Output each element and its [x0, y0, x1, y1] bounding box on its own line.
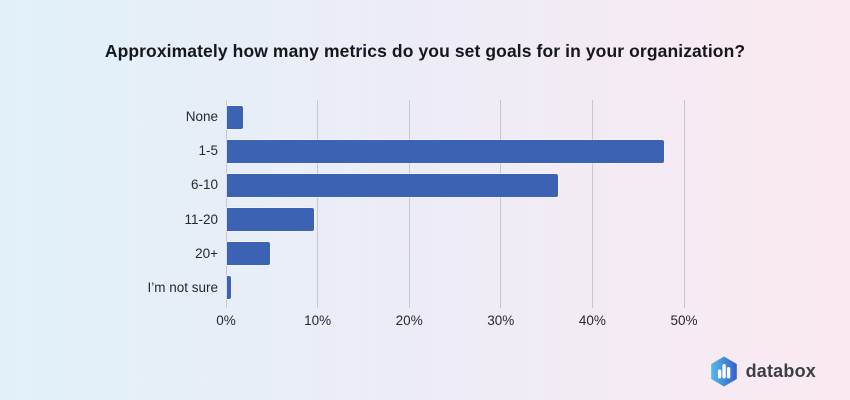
category-label-i-m-not-sure: I’m not sure	[147, 279, 218, 295]
x-tick-label: 30%	[487, 313, 515, 328]
bar-i-m-not-sure	[226, 276, 232, 300]
category-label-6-10: 6-10	[190, 177, 218, 193]
gridline-0	[225, 100, 227, 308]
databox-logo-text: databox	[745, 361, 816, 381]
logo-bar-short	[717, 369, 721, 379]
bar-20	[226, 242, 270, 266]
category-label-11-20: 11-20	[184, 211, 218, 227]
bar-11-20	[226, 208, 314, 232]
bar-none	[226, 105, 243, 129]
x-tick-label: 20%	[395, 313, 423, 328]
bar-1-5	[226, 139, 665, 163]
bar-6-10	[226, 173, 559, 197]
category-label-1-5: 1-5	[198, 143, 218, 159]
gridline-40	[591, 100, 593, 308]
category-label-none: None	[185, 109, 218, 124]
x-tick-label: 40%	[578, 313, 606, 328]
chart-title: Approximately how many metrics do you se…	[104, 41, 746, 61]
x-tick-label: 10%	[304, 313, 332, 328]
x-tick-label: 0%	[216, 313, 236, 328]
x-tick-label: 50%	[670, 313, 698, 328]
databox-logo: databox	[710, 356, 816, 387]
databox-logo-icon	[710, 356, 737, 387]
category-label-20: 20+	[195, 245, 218, 261]
gridline-30	[500, 100, 502, 308]
logo-bar-medium	[726, 367, 730, 379]
gridline-20	[408, 100, 410, 308]
gridline-10	[317, 100, 319, 308]
gridline-50	[683, 100, 685, 308]
logo-bar-tall	[721, 364, 726, 379]
